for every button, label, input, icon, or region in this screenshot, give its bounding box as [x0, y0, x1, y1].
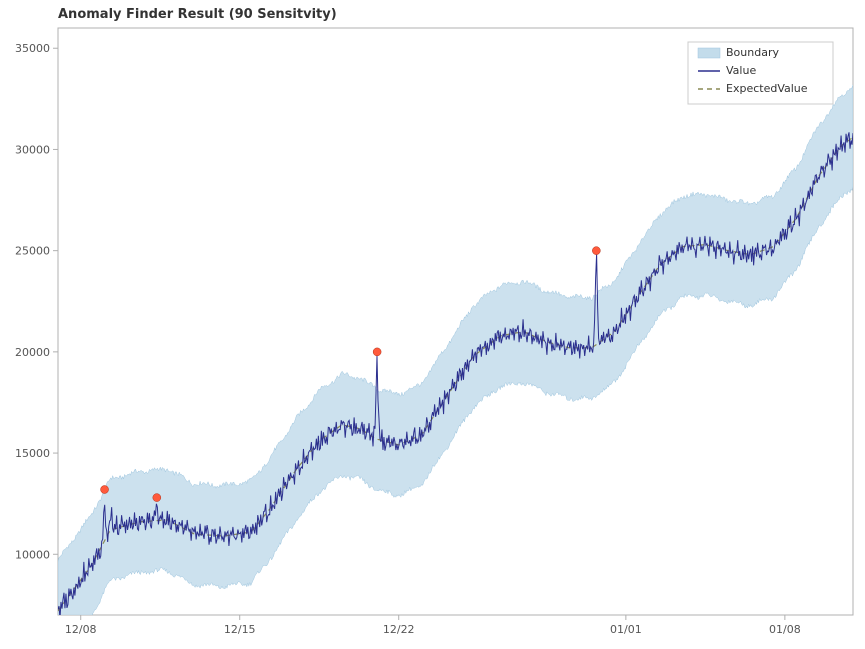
y-tick-label: 20000	[15, 346, 50, 359]
legend-swatch-boundary	[698, 48, 720, 58]
x-tick-label: 12/15	[224, 623, 256, 636]
x-tick-label: 12/08	[65, 623, 97, 636]
legend-label: Value	[726, 64, 756, 77]
x-tick-label: 01/01	[610, 623, 642, 636]
x-tick-label: 12/22	[383, 623, 415, 636]
x-tick-label: 01/08	[769, 623, 801, 636]
legend-label: ExpectedValue	[726, 82, 808, 95]
y-tick-label: 30000	[15, 143, 50, 156]
y-tick-label: 10000	[15, 548, 50, 561]
anomaly-marker	[592, 247, 600, 255]
anomaly-marker	[153, 494, 161, 502]
anomaly-marker	[373, 348, 381, 356]
y-tick-label: 15000	[15, 447, 50, 460]
legend: Boundary Value ExpectedValue	[688, 42, 833, 104]
chart-title: Anomaly Finder Result (90 Sensitvity)	[58, 7, 337, 22]
y-tick-label: 25000	[15, 245, 50, 258]
anomaly-chart: Anomaly Finder Result (90 Sensitvity) 100…	[0, 0, 865, 649]
legend-label: Boundary	[726, 46, 779, 59]
anomaly-marker	[101, 486, 109, 494]
chart-svg: Anomaly Finder Result (90 Sensitvity) 100…	[0, 0, 865, 649]
y-tick-label: 35000	[15, 42, 50, 55]
